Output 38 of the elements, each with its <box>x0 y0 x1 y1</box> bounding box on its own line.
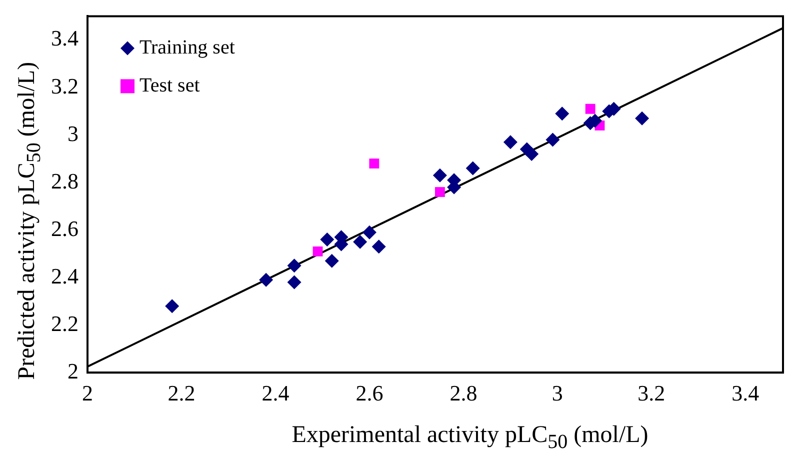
point <box>635 111 650 126</box>
x-tick-label: 2.6 <box>356 380 384 406</box>
point <box>353 234 368 249</box>
x-tick-label: 2.4 <box>262 380 290 406</box>
point <box>287 275 302 290</box>
point <box>435 187 445 197</box>
y-tick-label: 2 <box>68 358 78 384</box>
legend-label: Training set <box>140 36 236 58</box>
point <box>165 299 180 314</box>
point <box>432 168 447 182</box>
y-tick-label: 2.6 <box>51 216 78 241</box>
x-tick-label: 2.2 <box>168 380 196 406</box>
point <box>546 132 560 147</box>
y-tick-label: 3 <box>68 120 78 146</box>
point <box>312 246 323 256</box>
x-tick-label: 2.8 <box>450 380 478 406</box>
point <box>287 258 302 273</box>
x-axis-title: Experimental activity pLC$_{50}$ (mol/L) <box>290 422 650 454</box>
point <box>503 135 518 150</box>
y-tick-label: 3.4 <box>51 26 78 51</box>
point <box>555 106 570 121</box>
point <box>520 142 534 156</box>
x-tick-label: 3.4 <box>732 380 760 406</box>
point <box>369 158 380 168</box>
point <box>362 225 376 240</box>
y-tick-label: 3.2 <box>51 73 78 98</box>
point <box>320 232 334 247</box>
point <box>466 161 480 176</box>
y-tick-label: 2.2 <box>51 310 78 336</box>
y-tick-label: 2.8 <box>51 168 78 194</box>
x-tick-label: 3.2 <box>638 380 666 406</box>
point <box>324 254 339 268</box>
y-tick-label: 2.4 <box>51 263 78 288</box>
point <box>585 104 596 114</box>
point <box>372 240 386 254</box>
point <box>259 272 274 287</box>
legend-label: Test set <box>140 74 200 96</box>
x-tick-label: 3 <box>552 380 563 406</box>
